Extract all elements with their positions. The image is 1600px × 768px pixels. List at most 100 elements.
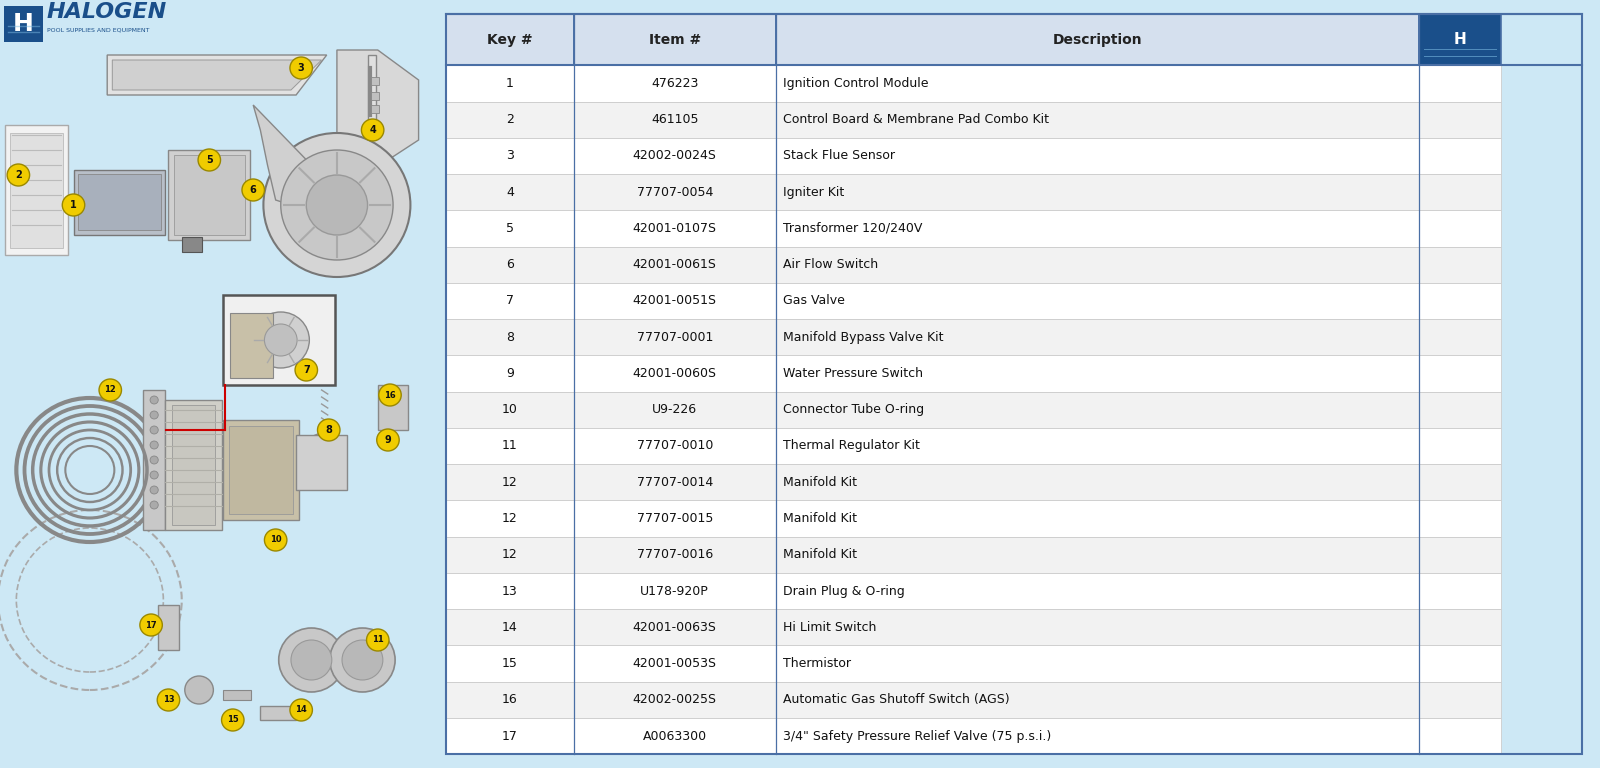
Text: 16: 16 (384, 390, 395, 399)
Text: Drain Plug & O-ring: Drain Plug & O-ring (782, 584, 904, 598)
Polygon shape (253, 105, 312, 205)
Bar (1419, 682, 1501, 718)
Bar (776, 101, 1419, 137)
Bar (1419, 356, 1501, 392)
Bar (446, 356, 574, 392)
Bar (371, 105, 379, 113)
Bar (5, 125, 69, 255)
Bar (776, 14, 1419, 65)
Text: 10: 10 (502, 403, 518, 416)
Bar (574, 573, 776, 609)
Bar (446, 319, 574, 356)
Bar (446, 609, 574, 645)
Bar (1419, 14, 1501, 65)
Text: 77707-0014: 77707-0014 (637, 475, 714, 488)
Circle shape (366, 629, 389, 651)
Text: Manifold Kit: Manifold Kit (782, 548, 861, 561)
Bar (173, 155, 245, 235)
Text: 13: 13 (163, 696, 174, 704)
Bar (446, 101, 574, 137)
Bar (371, 92, 379, 100)
Text: 77707-0010: 77707-0010 (637, 439, 714, 452)
Bar (182, 237, 202, 252)
Circle shape (62, 194, 85, 216)
Text: 12: 12 (502, 548, 518, 561)
Text: 6: 6 (250, 185, 256, 195)
Circle shape (278, 628, 344, 692)
Bar (574, 537, 776, 573)
Text: Igniter Kit: Igniter Kit (782, 186, 848, 199)
Text: 77707-0054: 77707-0054 (637, 186, 714, 199)
Circle shape (264, 324, 298, 356)
Bar (446, 537, 574, 573)
Bar (261, 706, 296, 720)
Text: 42001-0107S: 42001-0107S (632, 222, 717, 235)
Bar (296, 435, 347, 490)
Bar (1419, 645, 1501, 682)
Bar (776, 501, 1419, 537)
Circle shape (253, 312, 309, 368)
Text: A0063300: A0063300 (643, 730, 707, 743)
Bar (1419, 319, 1501, 356)
Text: 15: 15 (227, 716, 238, 724)
Text: 12: 12 (502, 512, 518, 525)
Text: Automatic Gas Shutoff Switch (AGS): Automatic Gas Shutoff Switch (AGS) (782, 694, 1010, 707)
Text: 14: 14 (296, 706, 307, 714)
Text: Manifold Kit: Manifold Kit (782, 475, 861, 488)
Text: 42001-0051S: 42001-0051S (632, 294, 717, 307)
Bar (776, 573, 1419, 609)
Bar (574, 14, 776, 65)
Text: 11: 11 (371, 635, 384, 644)
Text: Control Board & Membrane Pad Combo Kit: Control Board & Membrane Pad Combo Kit (782, 113, 1050, 126)
Circle shape (150, 456, 158, 464)
Text: 42002-0025S: 42002-0025S (632, 694, 717, 707)
Bar (222, 690, 251, 700)
Bar (1419, 501, 1501, 537)
Text: Ignition Control Module: Ignition Control Module (782, 77, 928, 90)
Text: 13: 13 (502, 584, 518, 598)
Bar (1419, 247, 1501, 283)
Circle shape (139, 614, 162, 636)
Text: Connector Tube O-ring: Connector Tube O-ring (782, 403, 923, 416)
Text: Gas Valve: Gas Valve (782, 294, 845, 307)
Circle shape (291, 640, 331, 680)
Text: 77707-0016: 77707-0016 (637, 548, 714, 561)
Text: Key #: Key # (486, 32, 533, 47)
Circle shape (150, 486, 158, 494)
Bar (446, 645, 574, 682)
Text: 6: 6 (506, 258, 514, 271)
Text: U9-226: U9-226 (653, 403, 698, 416)
Circle shape (342, 640, 382, 680)
Text: 77707-0015: 77707-0015 (637, 512, 714, 525)
Text: 7: 7 (506, 294, 514, 307)
Bar (446, 14, 574, 65)
Bar (378, 385, 408, 430)
Bar (776, 65, 1419, 101)
Bar (10, 133, 64, 248)
Text: 4: 4 (370, 125, 376, 135)
Text: 15: 15 (502, 657, 518, 670)
Text: Manifold Kit: Manifold Kit (782, 512, 861, 525)
Text: Manifold Bypass Valve Kit: Manifold Bypass Valve Kit (782, 331, 944, 344)
Bar (446, 682, 574, 718)
Bar (776, 174, 1419, 210)
Circle shape (317, 419, 339, 441)
Bar (776, 392, 1419, 428)
Circle shape (264, 133, 411, 277)
Circle shape (198, 149, 221, 171)
Text: 3: 3 (506, 150, 514, 162)
Circle shape (184, 676, 213, 704)
Bar (446, 174, 574, 210)
Bar (574, 247, 776, 283)
Bar (1419, 392, 1501, 428)
Text: 3/4" Safety Pressure Relief Valve (75 p.s.i.): 3/4" Safety Pressure Relief Valve (75 p.… (782, 730, 1051, 743)
Text: Stack Flue Sensor: Stack Flue Sensor (782, 150, 894, 162)
Circle shape (150, 396, 158, 404)
Bar (446, 718, 574, 754)
Bar (229, 426, 293, 514)
Bar (776, 718, 1419, 754)
Bar (77, 174, 162, 230)
Bar (1419, 101, 1501, 137)
Circle shape (150, 411, 158, 419)
Bar (776, 645, 1419, 682)
